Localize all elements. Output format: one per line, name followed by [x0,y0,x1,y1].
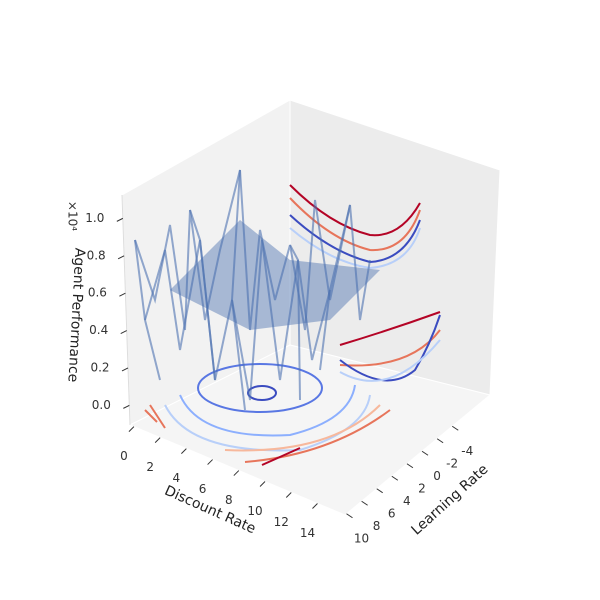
x-tick-label: 12 [274,515,289,529]
y-tick [406,463,414,469]
z-axis-line [121,194,131,426]
floor-contours [144,363,391,466]
z-tick-label: 1.0 [85,211,104,225]
z-tick [120,330,127,335]
x-tick [154,437,161,443]
z-tick [121,367,129,372]
y-tick-label: 6 [388,506,396,520]
wireframe [134,169,371,411]
y-tick-label: 4 [403,494,411,508]
x-tick [259,481,266,487]
y-tick-label: 10 [354,531,369,545]
y-axis-label: Learning Rate [408,461,491,538]
y-tick [376,488,383,494]
z-axis-label: Agent Performance [64,247,87,382]
x-tick-label: 4 [173,471,181,485]
x-tick [181,448,187,454]
x-tick-label: 0 [120,449,128,463]
x-tick [285,492,292,498]
y-tick-label: 8 [373,519,381,533]
x-tick-label: 2 [146,460,154,474]
y-tick [361,500,368,506]
x-tick [128,426,135,432]
y-tick [421,450,429,456]
x-tick-label: 8 [225,493,233,507]
x-tick [312,503,318,509]
z-tick-label: 0.0 [92,398,111,412]
z-tick [117,255,125,260]
x-tick-label: 6 [199,482,207,496]
z-tick [123,404,130,409]
x-tick-label: 10 [247,504,262,518]
y-tick [436,438,444,444]
x-tick [207,459,213,465]
z-tick-label: 0.2 [90,360,109,374]
y-tick-label: 0 [433,469,441,483]
z-tick-label: 0.8 [87,248,106,262]
surface [170,220,380,330]
floor-pane [128,344,492,516]
x-axis-label: Discount Rate [162,483,258,537]
x-tick-label: 14 [300,526,315,540]
x-tick [233,470,240,476]
y-tick [451,425,459,431]
y-tick-label: -4 [461,444,473,458]
y-tick-label: 2 [418,481,426,495]
z-tick-label: 0.4 [89,323,108,337]
z-tick [119,292,126,297]
z-offset-label: ×10⁴ [66,201,80,231]
z-tick [116,217,124,222]
y-tick [391,475,399,481]
z-tick-label: 0.6 [88,286,107,300]
y-tick [346,513,353,519]
y-tick-label: -2 [446,456,458,470]
